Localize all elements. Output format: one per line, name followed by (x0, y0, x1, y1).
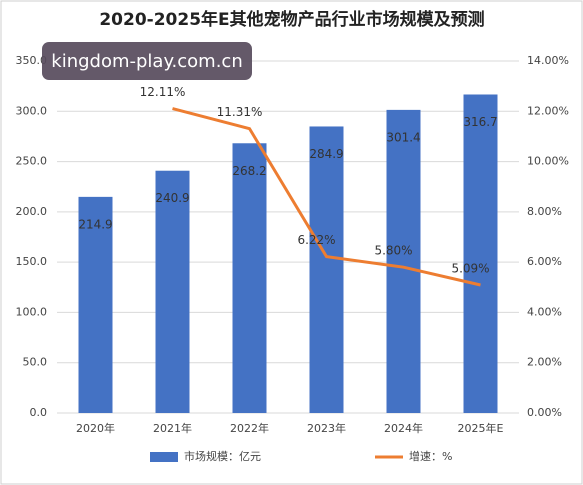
y2-tick-label: 8.00% (527, 205, 562, 218)
line-value-label: 12.11% (140, 85, 186, 99)
legend-label: 市场规模：亿元 (184, 449, 261, 463)
watermark-box (42, 42, 252, 80)
y-tick-label: 300.0 (16, 104, 48, 117)
y-tick-label: 50.0 (23, 356, 48, 369)
y2-tick-label: 12.00% (527, 104, 569, 117)
line-series (172, 107, 481, 287)
line-value-label: 5.80% (374, 244, 412, 258)
line-value-label: 5.09% (451, 262, 489, 276)
bar-value-label: 301.4 (386, 130, 420, 144)
bar (232, 143, 267, 413)
y-tick-label: 350.0 (16, 54, 48, 67)
bar-value-label: 284.9 (309, 147, 343, 161)
bar (463, 94, 498, 413)
x-tick-label: 2020年 (76, 421, 115, 435)
bar (155, 170, 190, 413)
watermark: kingdom-play.com.cn (51, 51, 242, 72)
y2-tick-label: 2.00% (527, 356, 562, 369)
x-tick-label: 2025年E (458, 421, 504, 435)
bar-value-label: 268.2 (232, 164, 266, 178)
bar-value-label: 240.9 (155, 191, 189, 205)
y-tick-label: 200.0 (16, 205, 48, 218)
x-tick-label: 2021年 (153, 421, 192, 435)
y2-tick-label: 6.00% (527, 255, 562, 268)
bar-value-label: 316.7 (463, 115, 497, 129)
y-tick-label: 250.0 (16, 155, 48, 168)
bar (386, 109, 421, 413)
y2-tick-label: 4.00% (527, 305, 562, 318)
y-tick-label: 150.0 (16, 255, 48, 268)
legend-label: 增速：% (409, 449, 452, 463)
chart-title: 2020-2025年E其他宠物产品行业市场规模及预测 (99, 9, 484, 30)
bar (309, 126, 344, 414)
y2-tick-label: 10.00% (527, 155, 569, 168)
x-tick-label: 2024年 (384, 421, 423, 435)
y-tick-label: 0.0 (30, 406, 48, 419)
line-value-label: 6.22% (297, 233, 335, 247)
x-tick-label: 2023年 (307, 421, 346, 435)
bar-value-label: 214.9 (78, 217, 112, 231)
y2-tick-label: 0.00% (527, 406, 562, 419)
y-tick-label: 100.0 (16, 305, 48, 318)
line-value-label: 11.31% (217, 105, 263, 119)
bar (78, 196, 113, 413)
y2-tick-label: 14.00% (527, 54, 569, 67)
x-tick-label: 2022年 (230, 421, 269, 435)
legend-swatch (150, 452, 178, 462)
